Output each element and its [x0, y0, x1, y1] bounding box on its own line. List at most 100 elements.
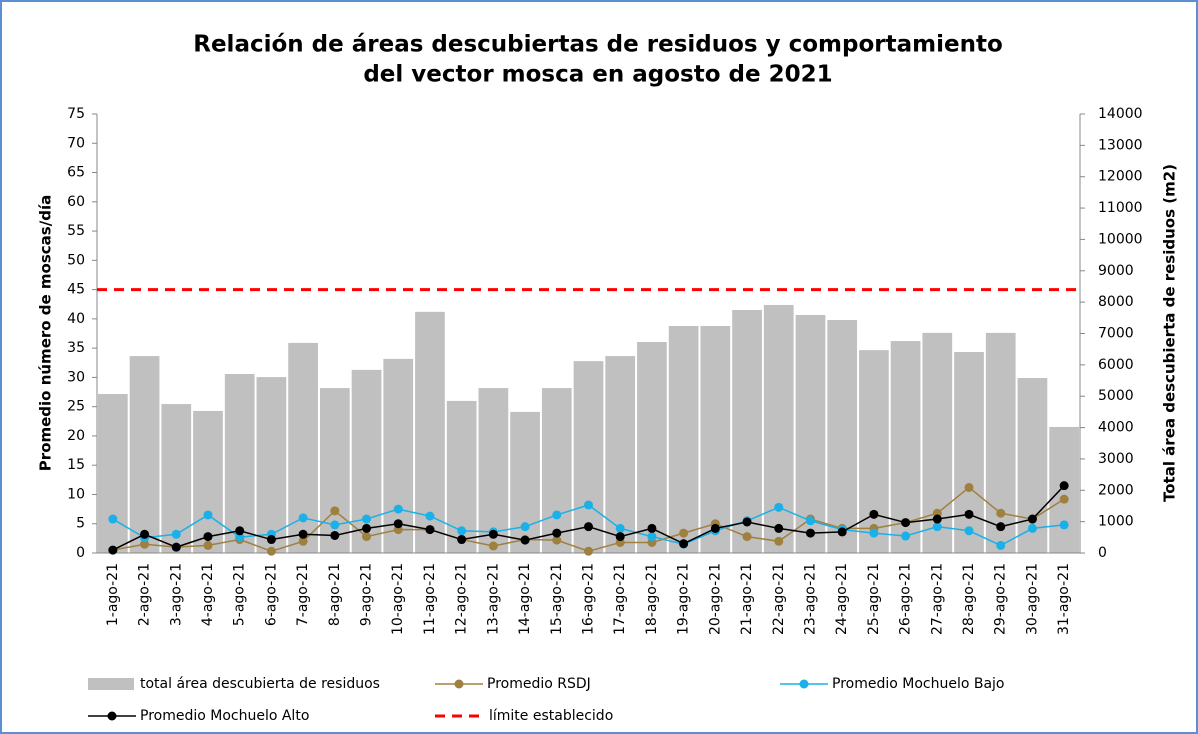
y2-tick-label: 10000 [1098, 231, 1143, 247]
y2-tick-label: 9000 [1098, 263, 1134, 279]
legend-swatch [88, 678, 134, 690]
point [488, 529, 498, 539]
point [679, 528, 689, 538]
point [1059, 520, 1069, 530]
point [362, 532, 372, 542]
x-tick-label: 7-ago-21 [295, 563, 311, 626]
point [869, 509, 879, 519]
y-tick-label: 15 [67, 457, 85, 473]
point [996, 508, 1006, 518]
point [393, 504, 403, 514]
point [203, 540, 213, 550]
bar [732, 309, 762, 553]
point [330, 506, 340, 516]
point [615, 523, 625, 533]
x-tick-label: 2-ago-21 [137, 563, 153, 626]
x-tick-label: 30-ago-21 [1024, 563, 1040, 635]
point [932, 522, 942, 532]
y-tick-label: 70 [67, 135, 85, 151]
point [932, 514, 942, 524]
point [584, 546, 593, 556]
bar [98, 394, 128, 553]
point [203, 532, 213, 542]
bar [859, 350, 889, 553]
x-tick-label: 23-ago-21 [802, 563, 818, 635]
y2-tick-label: 3000 [1098, 451, 1134, 467]
point [552, 510, 562, 520]
bar [573, 361, 604, 553]
y2-tick-label: 4000 [1098, 420, 1134, 436]
point [584, 522, 593, 532]
y2-tick-label: 8000 [1098, 294, 1134, 310]
x-tick-label: 29-ago-21 [993, 563, 1009, 635]
point [774, 536, 784, 546]
y-tick-label: 35 [67, 340, 85, 356]
point [108, 514, 118, 524]
point [742, 532, 752, 542]
x-tick-label: 10-ago-21 [390, 563, 406, 635]
bar [795, 314, 826, 553]
bar [478, 388, 509, 553]
bar [637, 341, 667, 553]
point [330, 530, 340, 540]
y2-tick-label: 7000 [1098, 326, 1134, 342]
point [298, 536, 308, 546]
x-tick-label: 11-ago-21 [422, 563, 438, 635]
x-tick-label: 27-ago-21 [929, 563, 945, 635]
legend-label: Promedio RSDJ [487, 676, 591, 692]
y2-tick-label: 14000 [1098, 106, 1143, 122]
point [520, 522, 530, 532]
y-tick-label: 55 [67, 223, 85, 239]
bar [224, 373, 255, 553]
point [425, 511, 435, 521]
x-tick-label: 22-ago-21 [771, 563, 787, 635]
point [615, 532, 625, 542]
y-axis-title: Promedio número de moscas/día [37, 195, 55, 471]
point [298, 513, 308, 523]
y2-tick-label: 0 [1098, 545, 1107, 561]
bar [827, 320, 858, 553]
x-tick-label: 19-ago-21 [676, 563, 692, 635]
y2-tick-label: 5000 [1098, 388, 1134, 404]
chart-title: Relación de áreas descubiertas de residu… [193, 32, 1003, 58]
legend-swatch [107, 711, 117, 721]
y-tick-label: 20 [67, 428, 85, 444]
point [266, 535, 276, 545]
point [805, 516, 815, 526]
x-tick-label: 17-ago-21 [612, 563, 628, 635]
point [647, 532, 657, 542]
point [901, 518, 911, 528]
point [457, 535, 467, 545]
bar [541, 388, 572, 553]
point [901, 531, 911, 541]
y2-tick-label: 1000 [1098, 514, 1134, 530]
legend-label: total área descubierta de residuos [140, 676, 380, 692]
x-tick-label: 8-ago-21 [327, 563, 343, 626]
y2-tick-label: 11000 [1098, 200, 1143, 216]
legend-label: Promedio Mochuelo Alto [140, 708, 309, 724]
point [869, 528, 879, 538]
x-tick-label: 13-ago-21 [485, 563, 501, 635]
y2-tick-label: 12000 [1098, 169, 1143, 185]
point [140, 539, 150, 549]
point [235, 532, 245, 542]
x-tick-label: 24-ago-21 [834, 563, 850, 635]
x-tick-label: 25-ago-21 [866, 563, 882, 635]
point [964, 526, 974, 536]
point [1059, 494, 1069, 504]
y2-tick-label: 13000 [1098, 137, 1143, 153]
point [425, 525, 435, 535]
bar [700, 325, 731, 553]
x-tick-label: 5-ago-21 [232, 563, 248, 626]
point [108, 545, 118, 555]
point [235, 526, 245, 536]
x-tick-label: 31-ago-21 [1056, 563, 1072, 635]
point [171, 529, 181, 539]
x-tick-label: 15-ago-21 [549, 563, 565, 635]
point [552, 535, 562, 545]
y-tick-label: 75 [67, 106, 85, 122]
y-tick-label: 10 [67, 486, 85, 502]
bar [129, 356, 160, 553]
x-tick-label: 26-ago-21 [898, 563, 914, 635]
